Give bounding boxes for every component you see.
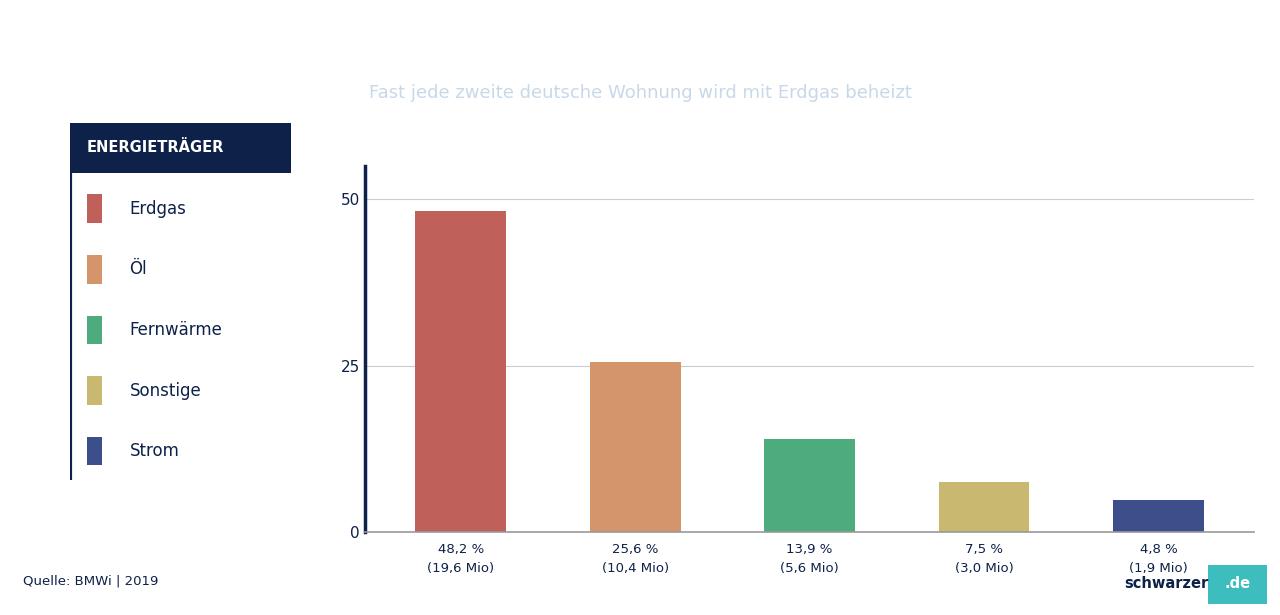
Text: Erdgas ist bundesweit Energieträger Nr. 1 für ein warmes Zuhause: Erdgas ist bundesweit Energieträger Nr. … (91, 30, 1189, 57)
Bar (590, 362, 681, 532)
Bar (764, 440, 855, 532)
Bar (87, 194, 101, 223)
Text: .de: .de (1225, 576, 1251, 590)
Text: Sonstige: Sonstige (129, 381, 201, 400)
Bar (938, 482, 1029, 532)
Text: Öl: Öl (129, 260, 147, 278)
Text: schwarzer: schwarzer (1124, 576, 1208, 590)
Bar (1114, 500, 1203, 532)
Text: ENERGIETRÄGER: ENERGIETRÄGER (87, 140, 224, 156)
Bar (416, 212, 506, 532)
Text: Erdgas: Erdgas (129, 200, 187, 218)
Bar (87, 437, 101, 466)
Bar (87, 255, 101, 284)
Bar (87, 376, 101, 405)
Text: ENERGIETRÄGER GESAMT: 40,6 MIO.: ENERGIETRÄGER GESAMT: 40,6 MIO. (384, 132, 712, 148)
Text: Fernwärme: Fernwärme (129, 321, 223, 339)
Bar (87, 315, 101, 344)
Bar (70, 123, 291, 173)
Bar (1208, 565, 1267, 604)
Text: Quelle: BMWi | 2019: Quelle: BMWi | 2019 (23, 574, 159, 588)
Text: Fast jede zweite deutsche Wohnung wird mit Erdgas beheizt: Fast jede zweite deutsche Wohnung wird m… (369, 84, 911, 102)
Text: Strom: Strom (129, 442, 179, 460)
